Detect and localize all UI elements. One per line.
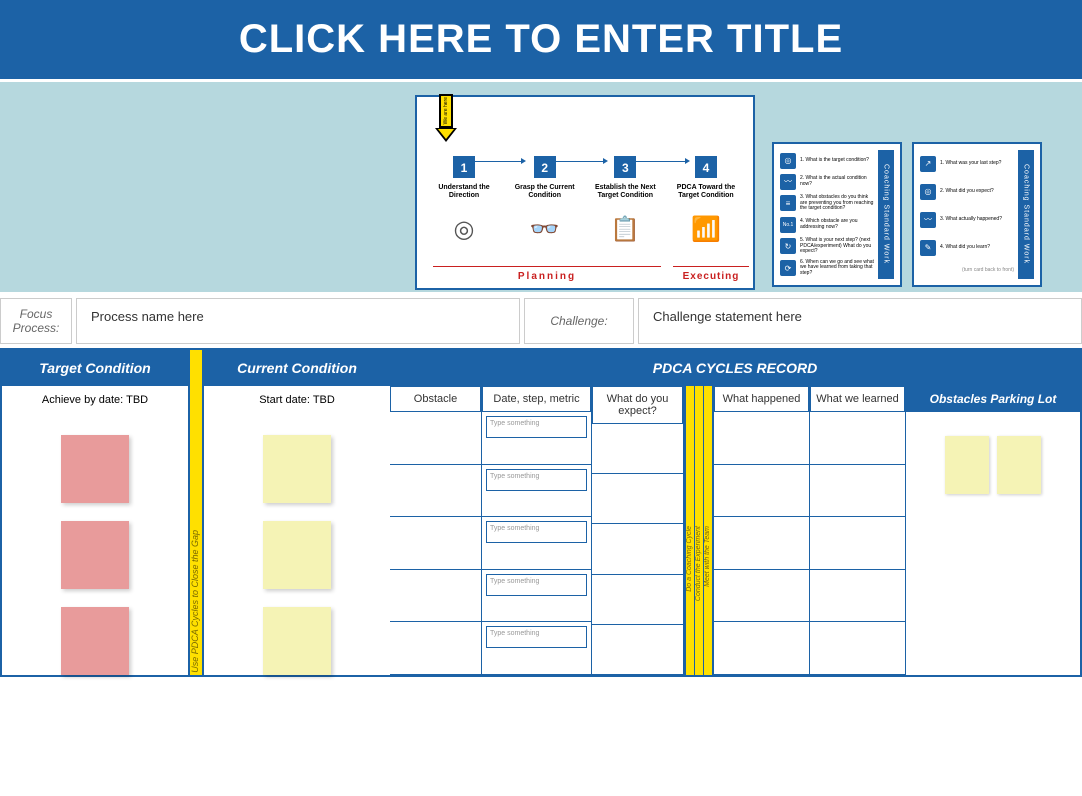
parking-lot-header: Obstacles Parking Lot (906, 386, 1080, 412)
sticky-note[interactable] (263, 607, 331, 675)
banner: We are here 1 Understand the Direction ◎… (0, 82, 1082, 292)
sticky-note[interactable] (263, 521, 331, 589)
gap-divider: Use PDCA Cycles to Close the Gap (188, 350, 204, 675)
date-step-header: Date, step, metric (482, 386, 591, 412)
step-2: 2 Grasp the Current Condition 👓 (510, 156, 580, 248)
number-icon: No.1 (780, 217, 796, 233)
sticky-note[interactable] (61, 607, 129, 675)
current-condition-column: Current Condition Start date: TBD (204, 350, 390, 675)
target-icon: ◎ (780, 153, 796, 169)
clipboard-icon: 📋 (590, 210, 660, 248)
compass-icon: ◎ (429, 210, 499, 248)
focus-process-input[interactable]: Process name here (76, 298, 520, 344)
wave-icon: 〰 (920, 212, 936, 228)
happened-header: What happened (714, 386, 809, 412)
coaching-side-label: Coaching Standard Work (878, 150, 894, 279)
challenge-input[interactable]: Challenge statement here (638, 298, 1082, 344)
refresh-icon: ⟳ (780, 260, 796, 276)
kata-flow-card: We are here 1 Understand the Direction ◎… (415, 95, 755, 290)
sticky-note[interactable] (263, 435, 331, 503)
parking-sticky[interactable] (997, 436, 1041, 494)
step-4: 4 PDCA Toward the Target Condition 📶 (671, 156, 741, 248)
sticky-note[interactable] (61, 435, 129, 503)
pdca-cell-input[interactable]: Type something (486, 469, 587, 491)
parking-sticky[interactable] (945, 436, 989, 494)
phase-executing: Executing (673, 266, 749, 282)
pdca-cell-input[interactable]: Type something (486, 626, 587, 648)
list-icon: ≡ (780, 195, 796, 211)
pencil-icon: ✎ (920, 240, 936, 256)
pdca-cell-input[interactable]: Type something (486, 416, 587, 438)
arrow-icon: ↗ (920, 156, 936, 172)
input-row: Focus Process: Process name here Challen… (0, 298, 1082, 344)
focus-process-label: Focus Process: (0, 298, 72, 344)
coaching-card-1: ◎1. What is the target condition? 〰2. Wh… (772, 142, 902, 287)
step-1: 1 Understand the Direction ◎ (429, 156, 499, 248)
glasses-icon: 👓 (510, 210, 580, 248)
coaching-card-2: ↗1. What was your last step? ◎2. What di… (912, 142, 1042, 287)
coaching-side-label: Coaching Standard Work (1018, 150, 1034, 279)
sticky-note[interactable] (61, 521, 129, 589)
step-3: 3 Establish the Next Target Condition 📋 (590, 156, 660, 248)
pdca-cell-input[interactable]: Type something (486, 521, 587, 543)
cycle-icon: ↻ (780, 238, 796, 254)
learned-header: What we learned (810, 386, 905, 412)
wave-icon: 〰 (780, 174, 796, 190)
pdca-record-column: PDCA CYCLES RECORD Obstacle Date, step, … (390, 350, 1080, 675)
stairs-icon: 📶 (671, 210, 741, 248)
target-icon: ◎ (920, 184, 936, 200)
experiment-dividers: Do a Coaching Cycle Conduct the Experime… (684, 386, 714, 675)
kata-board: Target Condition Achieve by date: TBD Us… (0, 348, 1082, 677)
target-condition-column: Target Condition Achieve by date: TBD (2, 350, 188, 675)
we-are-here-arrow: We are here (435, 94, 457, 144)
expect-header: What do you expect? (592, 386, 683, 424)
challenge-label: Challenge: (524, 298, 634, 344)
phase-planning: Planning (433, 266, 661, 282)
pdca-cell-input[interactable]: Type something (486, 574, 587, 596)
obstacle-header: Obstacle (390, 386, 481, 412)
title-bar[interactable]: CLICK HERE TO ENTER TITLE (0, 0, 1082, 79)
